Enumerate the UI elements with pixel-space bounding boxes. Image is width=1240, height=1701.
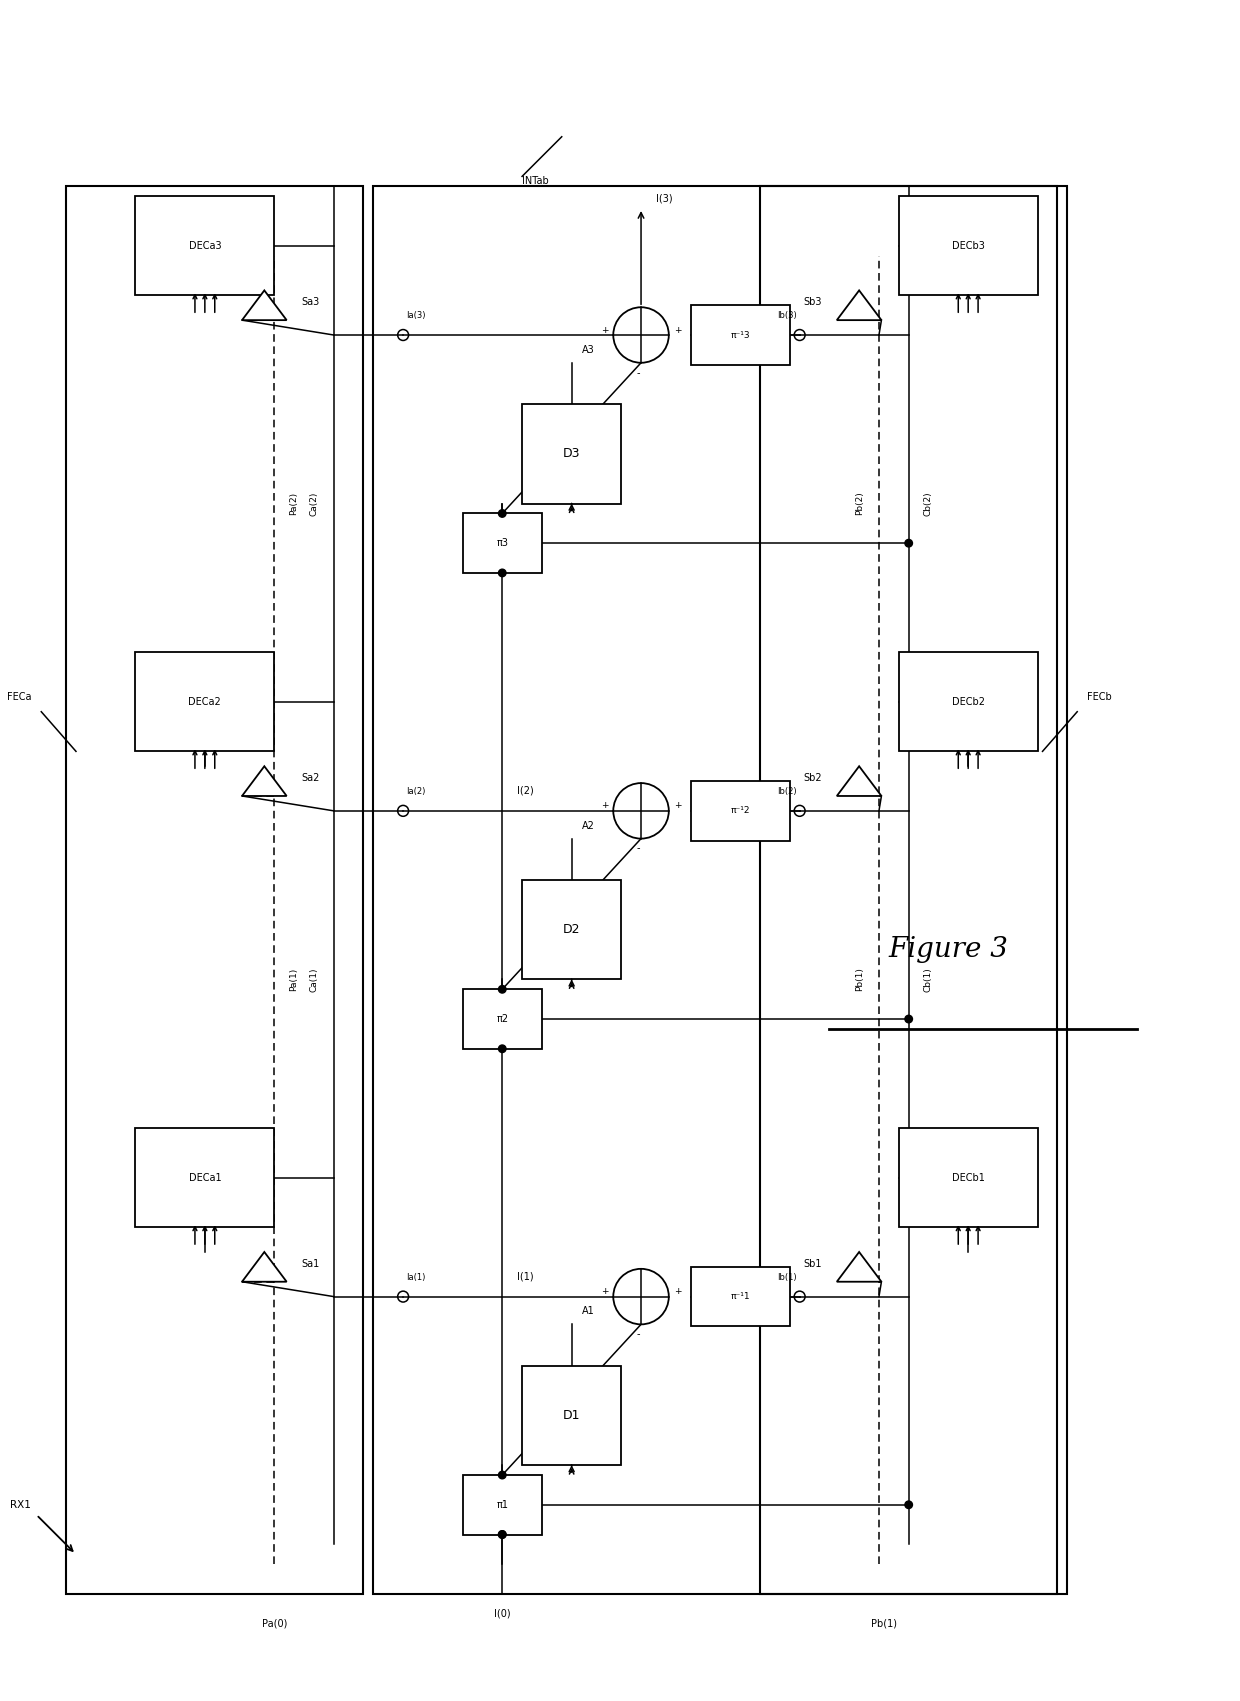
Text: Sa3: Sa3: [301, 298, 320, 308]
Text: D3: D3: [563, 447, 580, 461]
Circle shape: [498, 1531, 506, 1538]
Text: Ca(1): Ca(1): [310, 968, 319, 992]
Polygon shape: [242, 1252, 286, 1283]
Text: π⁻¹3: π⁻¹3: [730, 330, 750, 340]
Text: π3: π3: [496, 538, 508, 548]
Text: +: +: [675, 801, 682, 810]
Bar: [66, 187, 363, 1594]
Bar: [463, 990, 542, 1050]
Text: A1: A1: [582, 1306, 595, 1317]
Bar: [522, 405, 621, 503]
Text: Pa(2): Pa(2): [289, 492, 298, 515]
Text: A3: A3: [582, 345, 595, 356]
Circle shape: [905, 1015, 913, 1022]
Polygon shape: [837, 765, 882, 796]
Circle shape: [905, 1500, 913, 1509]
Text: Sb1: Sb1: [804, 1259, 822, 1269]
Polygon shape: [242, 291, 286, 320]
Text: Pb(1): Pb(1): [870, 1619, 897, 1630]
Text: DECa2: DECa2: [188, 697, 221, 708]
Text: π1: π1: [496, 1500, 508, 1510]
Text: Pa(0): Pa(0): [262, 1619, 286, 1630]
Text: I(2): I(2): [517, 786, 534, 796]
Circle shape: [498, 985, 506, 993]
Text: DECb3: DECb3: [952, 242, 985, 250]
Text: DECb1: DECb1: [952, 1172, 985, 1182]
Text: Ib(2): Ib(2): [777, 788, 796, 796]
Bar: [899, 196, 1038, 296]
Text: -: -: [636, 1328, 640, 1339]
Circle shape: [614, 782, 668, 839]
Text: Sa1: Sa1: [301, 1259, 320, 1269]
Bar: [135, 651, 274, 752]
Text: π⁻¹2: π⁻¹2: [730, 806, 750, 815]
Circle shape: [498, 1531, 506, 1538]
Text: Figure 3: Figure 3: [888, 936, 1008, 963]
Circle shape: [614, 1269, 668, 1325]
Text: Cb(1): Cb(1): [924, 966, 932, 992]
Bar: [522, 1366, 621, 1465]
Bar: [463, 514, 542, 573]
Text: Ca(2): Ca(2): [310, 492, 319, 515]
Text: FECa: FECa: [7, 692, 31, 703]
Bar: [135, 1128, 274, 1226]
Text: Ia(2): Ia(2): [405, 788, 425, 796]
Bar: [691, 1267, 790, 1327]
Text: DECa1: DECa1: [188, 1172, 221, 1182]
Text: RX1: RX1: [10, 1500, 31, 1510]
Text: I(0): I(0): [494, 1609, 511, 1619]
Text: +: +: [600, 801, 608, 810]
Circle shape: [498, 510, 506, 517]
Circle shape: [498, 1044, 506, 1053]
Polygon shape: [837, 291, 882, 320]
Text: +: +: [600, 1288, 608, 1296]
Text: Pb(1): Pb(1): [856, 968, 864, 992]
Bar: [691, 781, 790, 840]
Text: I(1): I(1): [517, 1272, 533, 1283]
Text: D2: D2: [563, 924, 580, 936]
Text: DECa3: DECa3: [188, 242, 221, 250]
Text: Pb(2): Pb(2): [856, 492, 864, 515]
Bar: [899, 1128, 1038, 1226]
Text: +: +: [600, 325, 608, 335]
Bar: [691, 304, 790, 364]
Text: -: -: [636, 844, 640, 854]
Text: Sb3: Sb3: [804, 298, 822, 308]
Bar: [135, 196, 274, 296]
Bar: [760, 187, 1058, 1594]
Text: Ib(1): Ib(1): [777, 1272, 796, 1283]
Text: π2: π2: [496, 1014, 508, 1024]
Bar: [899, 651, 1038, 752]
Text: +: +: [675, 325, 682, 335]
Circle shape: [498, 1471, 506, 1478]
Text: -: -: [636, 367, 640, 378]
Circle shape: [905, 539, 913, 548]
Text: DECb2: DECb2: [951, 697, 985, 708]
Text: INTab: INTab: [522, 177, 549, 187]
Bar: [522, 879, 621, 980]
Text: Ia(3): Ia(3): [405, 311, 425, 320]
Text: I(3): I(3): [656, 194, 672, 202]
Text: A2: A2: [582, 820, 595, 830]
Text: Pa(1): Pa(1): [289, 968, 298, 992]
Text: Sb2: Sb2: [804, 774, 822, 782]
Bar: [463, 1475, 542, 1534]
Text: D1: D1: [563, 1408, 580, 1422]
Text: FECb: FECb: [1087, 692, 1112, 703]
Text: Ia(1): Ia(1): [405, 1272, 425, 1283]
Polygon shape: [242, 765, 286, 796]
Text: +: +: [675, 1288, 682, 1296]
Polygon shape: [837, 1252, 882, 1283]
Circle shape: [614, 308, 668, 362]
Bar: [373, 187, 1068, 1594]
Text: π⁻¹1: π⁻¹1: [730, 1293, 750, 1301]
Text: Ib(3): Ib(3): [777, 311, 796, 320]
Text: Cb(2): Cb(2): [924, 492, 932, 515]
Circle shape: [498, 570, 506, 577]
Text: Sa2: Sa2: [301, 774, 320, 782]
